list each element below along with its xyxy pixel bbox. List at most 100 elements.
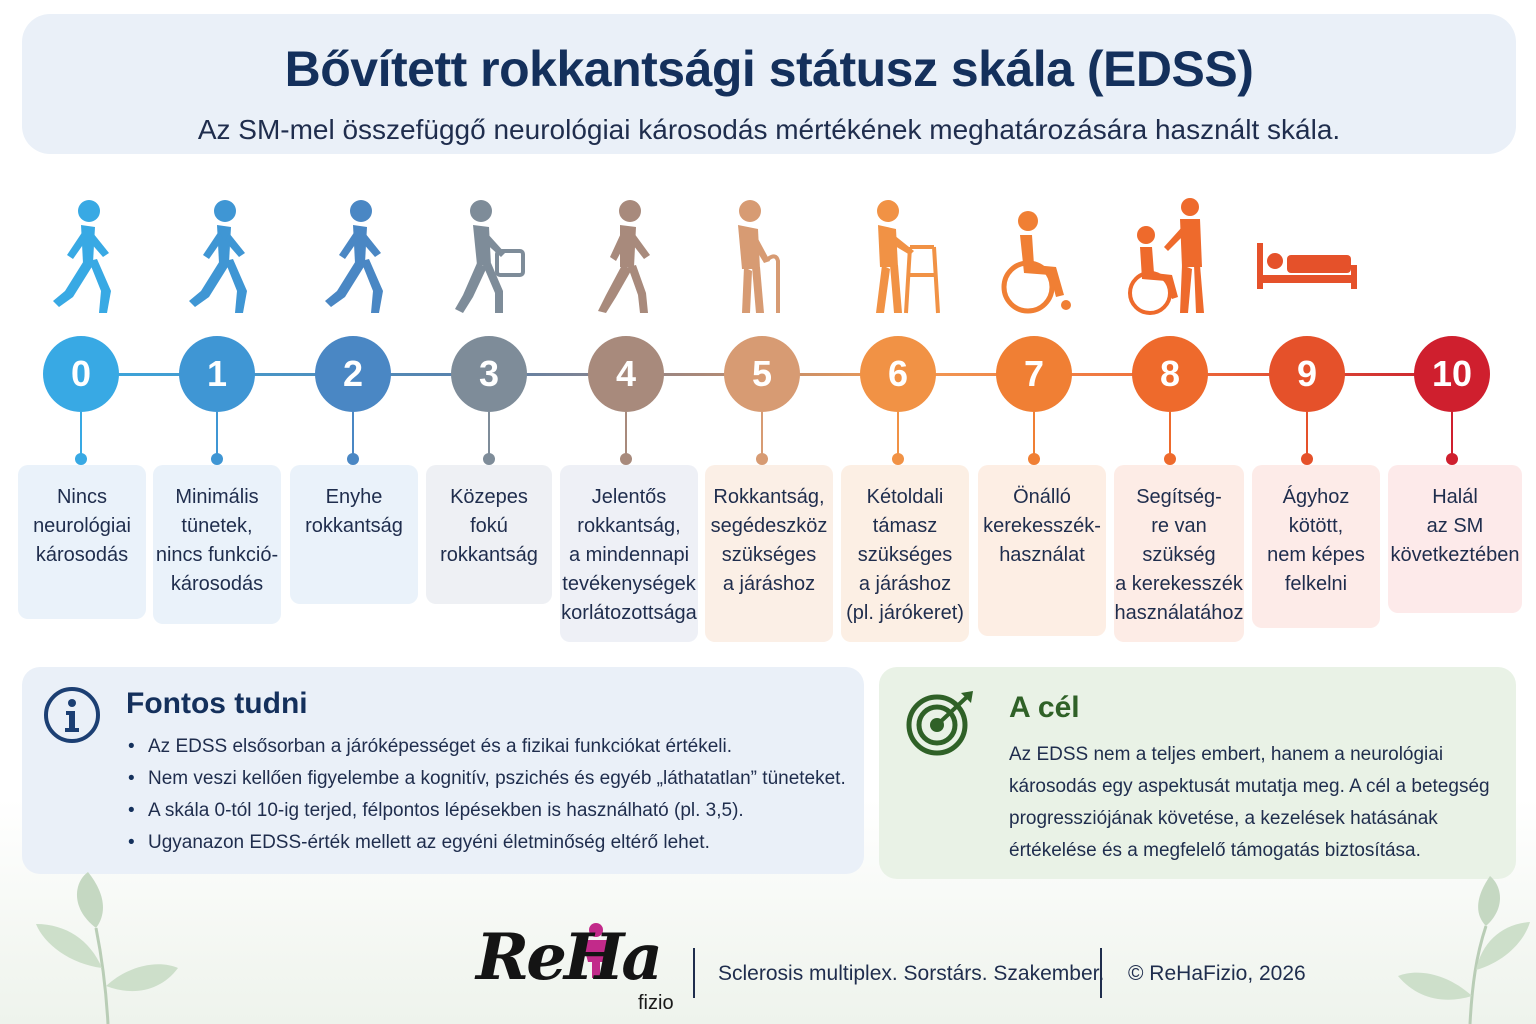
description-line: rokkantság [440,544,538,566]
description-line: tünetek, [181,515,253,537]
description-card: Halál az SM következtében [1388,465,1522,613]
footer-copyright: © ReHaFizio, 2026 [1128,962,1306,985]
description-line: Minimális [175,486,259,508]
description-line: rokkantság, [577,515,681,537]
description-card: Nincs neurológiai károsodás [18,465,146,619]
connector-dot [75,453,87,465]
description-line: re van szükség [1142,515,1216,566]
description-line: felkelni [1284,573,1348,595]
list-item: Az EDSS elsősorban a járóképességet és a… [128,731,846,763]
info-icon [44,687,100,743]
description-line: károsodás [35,544,129,566]
connector [625,412,627,458]
connector [1169,412,1171,458]
logo-figure-icon [582,923,610,978]
person-with-walker-icon [848,195,948,320]
description-line: korlátozottsága [561,602,697,624]
connector-dot [1301,453,1313,465]
description-card: Önálló kerekesszék-használat [978,465,1106,636]
description-line: Önálló [1013,486,1071,508]
connector-dot [620,453,632,465]
score-circle: 2 [315,336,391,412]
footer-tagline: Sclerosis multiplex. Sorstárs. Szakember… [718,962,1105,985]
connector-dot [211,453,223,465]
limping-person-icon [576,195,676,320]
connector [897,412,899,458]
connector-dot [347,453,359,465]
description-line: neurológiai [33,515,131,537]
description-line: rokkantság [305,515,403,537]
description-card: Kétoldali támasz szükséges a járáshoz (pl. j… [841,465,969,642]
description-line: szükséges [721,544,817,566]
connector [488,412,490,458]
connector [1033,412,1035,458]
wheelchair-with-helper-icon [1120,195,1220,320]
connector-dot [892,453,904,465]
connector-dot [1164,453,1176,465]
description-line: Kétoldali [866,486,944,508]
description-line: Jelentős [591,486,667,508]
description-line: Közepes [450,486,528,508]
score-circle: 8 [1132,336,1208,412]
walking-person-icon [31,195,131,320]
connector-dot [1028,453,1040,465]
description-line: szükséges [857,544,953,566]
description-line: (pl. járókeret) [846,602,964,624]
description-line: Ágyhoz [1282,486,1350,508]
description-line: a járáshoz [858,573,952,595]
goal-text: Az EDSS nem a teljes embert, hanem a neu… [1009,744,1490,861]
header-banner: Bővített rokkantsági státusz skála (EDSS… [22,14,1516,154]
wheelchair-icon [984,195,1084,320]
info-box: Fontos tudni Az EDSS elsősorban a járóké… [22,667,864,874]
score-circle: 5 [724,336,800,412]
connector-dot [483,453,495,465]
description-line: az SM [1426,515,1484,537]
description-line: Halál [1432,486,1478,508]
description-line: Rokkantság, [713,486,825,508]
target-icon [906,691,973,756]
description-line: a mindennapi [568,544,690,566]
description-card: Enyhe rokkantság [290,465,418,604]
description-card: Minimális tünetek, nincs funkció-károsodás [153,465,281,624]
score-circle: 9 [1269,336,1345,412]
description-line: Enyhe [325,486,383,508]
description-line: kerekesszék- [983,515,1101,537]
leaf-decoration-icon [1398,876,1530,1024]
footer-divider [1100,948,1102,998]
description-card: Közepes fokú rokkantság [426,465,552,604]
description-line: Nincs [56,486,107,508]
description-line: használatához [1114,602,1244,624]
description-line: a kerekesszék [1115,573,1243,595]
description-line: segédeszköz [710,515,828,537]
description-line: használat [999,544,1085,566]
connector [761,412,763,458]
description-line: Segítség- [1136,486,1222,508]
connector-dot [1446,453,1458,465]
footer-divider [693,948,695,998]
description-line: nincs funkció- [155,544,279,566]
description-card: Rokkantság, segédeszköz szükséges a járásho… [705,465,833,642]
score-circle: 1 [179,336,255,412]
page-subtitle: Az SM-mel összefüggő neurológiai károsod… [197,114,1341,145]
description-line: károsodás [170,573,264,595]
person-with-bag-icon [439,195,539,320]
goal-title: A cél [1009,691,1080,724]
walking-person-icon [303,195,403,320]
score-circle: 0 [43,336,119,412]
connector [352,412,354,458]
description-line: tevékenységek [562,573,696,595]
description-line: fokú [470,515,508,537]
connector [216,412,218,458]
info-title: Fontos tudni [126,687,308,720]
description-line: támasz [872,515,938,537]
list-item: Ugyanazon EDSS-érték mellett az egyéni é… [128,827,846,859]
description-card: Jelentős rokkantság, a mindennapi tevékenys… [560,465,698,642]
description-line: a járáshoz [722,573,816,595]
score-circle: 10 [1414,336,1490,412]
bed-icon [1257,195,1357,320]
page-title: Bővített rokkantsági státusz skála (EDSS… [284,41,1254,97]
connector [1306,412,1308,458]
description-card: Ágyhoz kötött, nem képes felkelni [1252,465,1380,628]
leaf-decoration-icon [36,872,178,1024]
description-card: Segítség-re van szükség a kerekesszék hasz… [1114,465,1244,642]
